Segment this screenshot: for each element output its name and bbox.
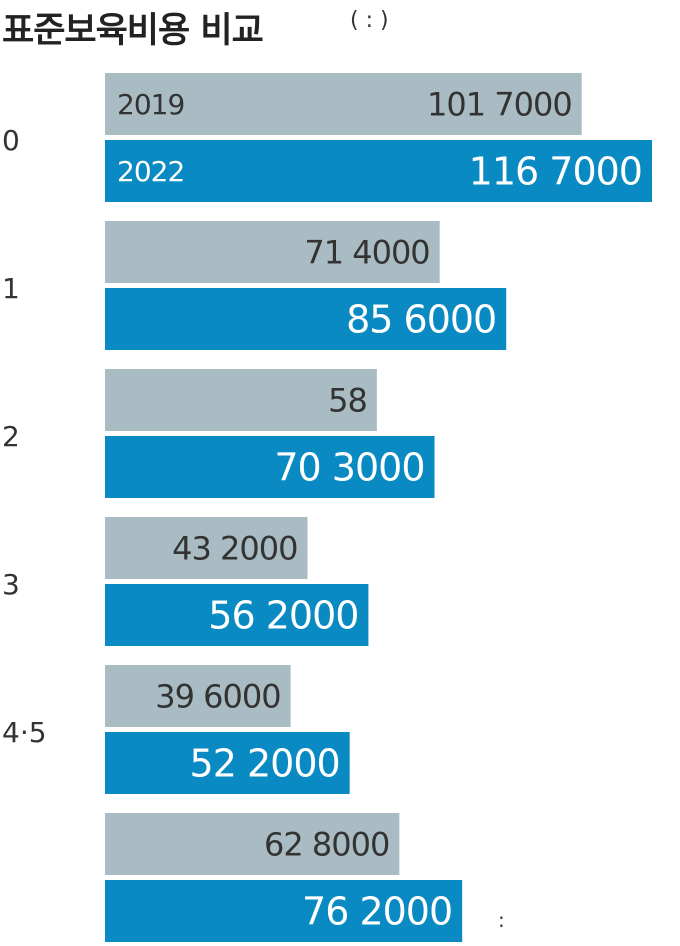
title-unit-note: ( : ) [350, 8, 389, 33]
source-note: : [498, 908, 505, 932]
bar-2022-3 [105, 584, 369, 646]
data-label: 52 2000 [190, 742, 340, 786]
data-label: 76 2000 [302, 890, 452, 934]
bar-2019-2 [105, 369, 377, 431]
data-label: 71 4000 [304, 234, 429, 272]
data-label: 58 [328, 382, 367, 420]
chart-title: 표준보육비용 비교 [2, 11, 264, 51]
bar-2022-4 [105, 732, 350, 794]
data-label: 56 2000 [208, 594, 358, 638]
bar-2022-1 [105, 288, 507, 350]
bar-2022-5 [105, 880, 463, 942]
category-label: 4·5 [2, 716, 47, 749]
category-label: 0 [2, 124, 20, 157]
data-label: 62 8000 [264, 826, 389, 864]
category-label: 3 [2, 568, 20, 601]
data-label: 116 7000 [469, 150, 642, 194]
category-label: 2 [2, 420, 20, 453]
data-label: 70 3000 [274, 446, 424, 490]
bar-2019-5 [105, 813, 400, 875]
bar-2022-0 [105, 140, 652, 202]
bar-2019-3 [105, 517, 308, 579]
bar-2019-4 [105, 665, 291, 727]
bar-2022-2 [105, 436, 435, 498]
bar-2019-0 [105, 73, 582, 135]
series-label-2019: 2019 [117, 88, 184, 121]
data-label: 101 7000 [427, 86, 572, 124]
data-label: 85 6000 [346, 298, 496, 342]
data-label: 43 2000 [172, 530, 297, 568]
category-label: 1 [2, 272, 20, 305]
series-label-2022: 2022 [117, 155, 184, 188]
data-label: 39 6000 [155, 678, 280, 716]
bar-2019-1 [105, 221, 440, 283]
